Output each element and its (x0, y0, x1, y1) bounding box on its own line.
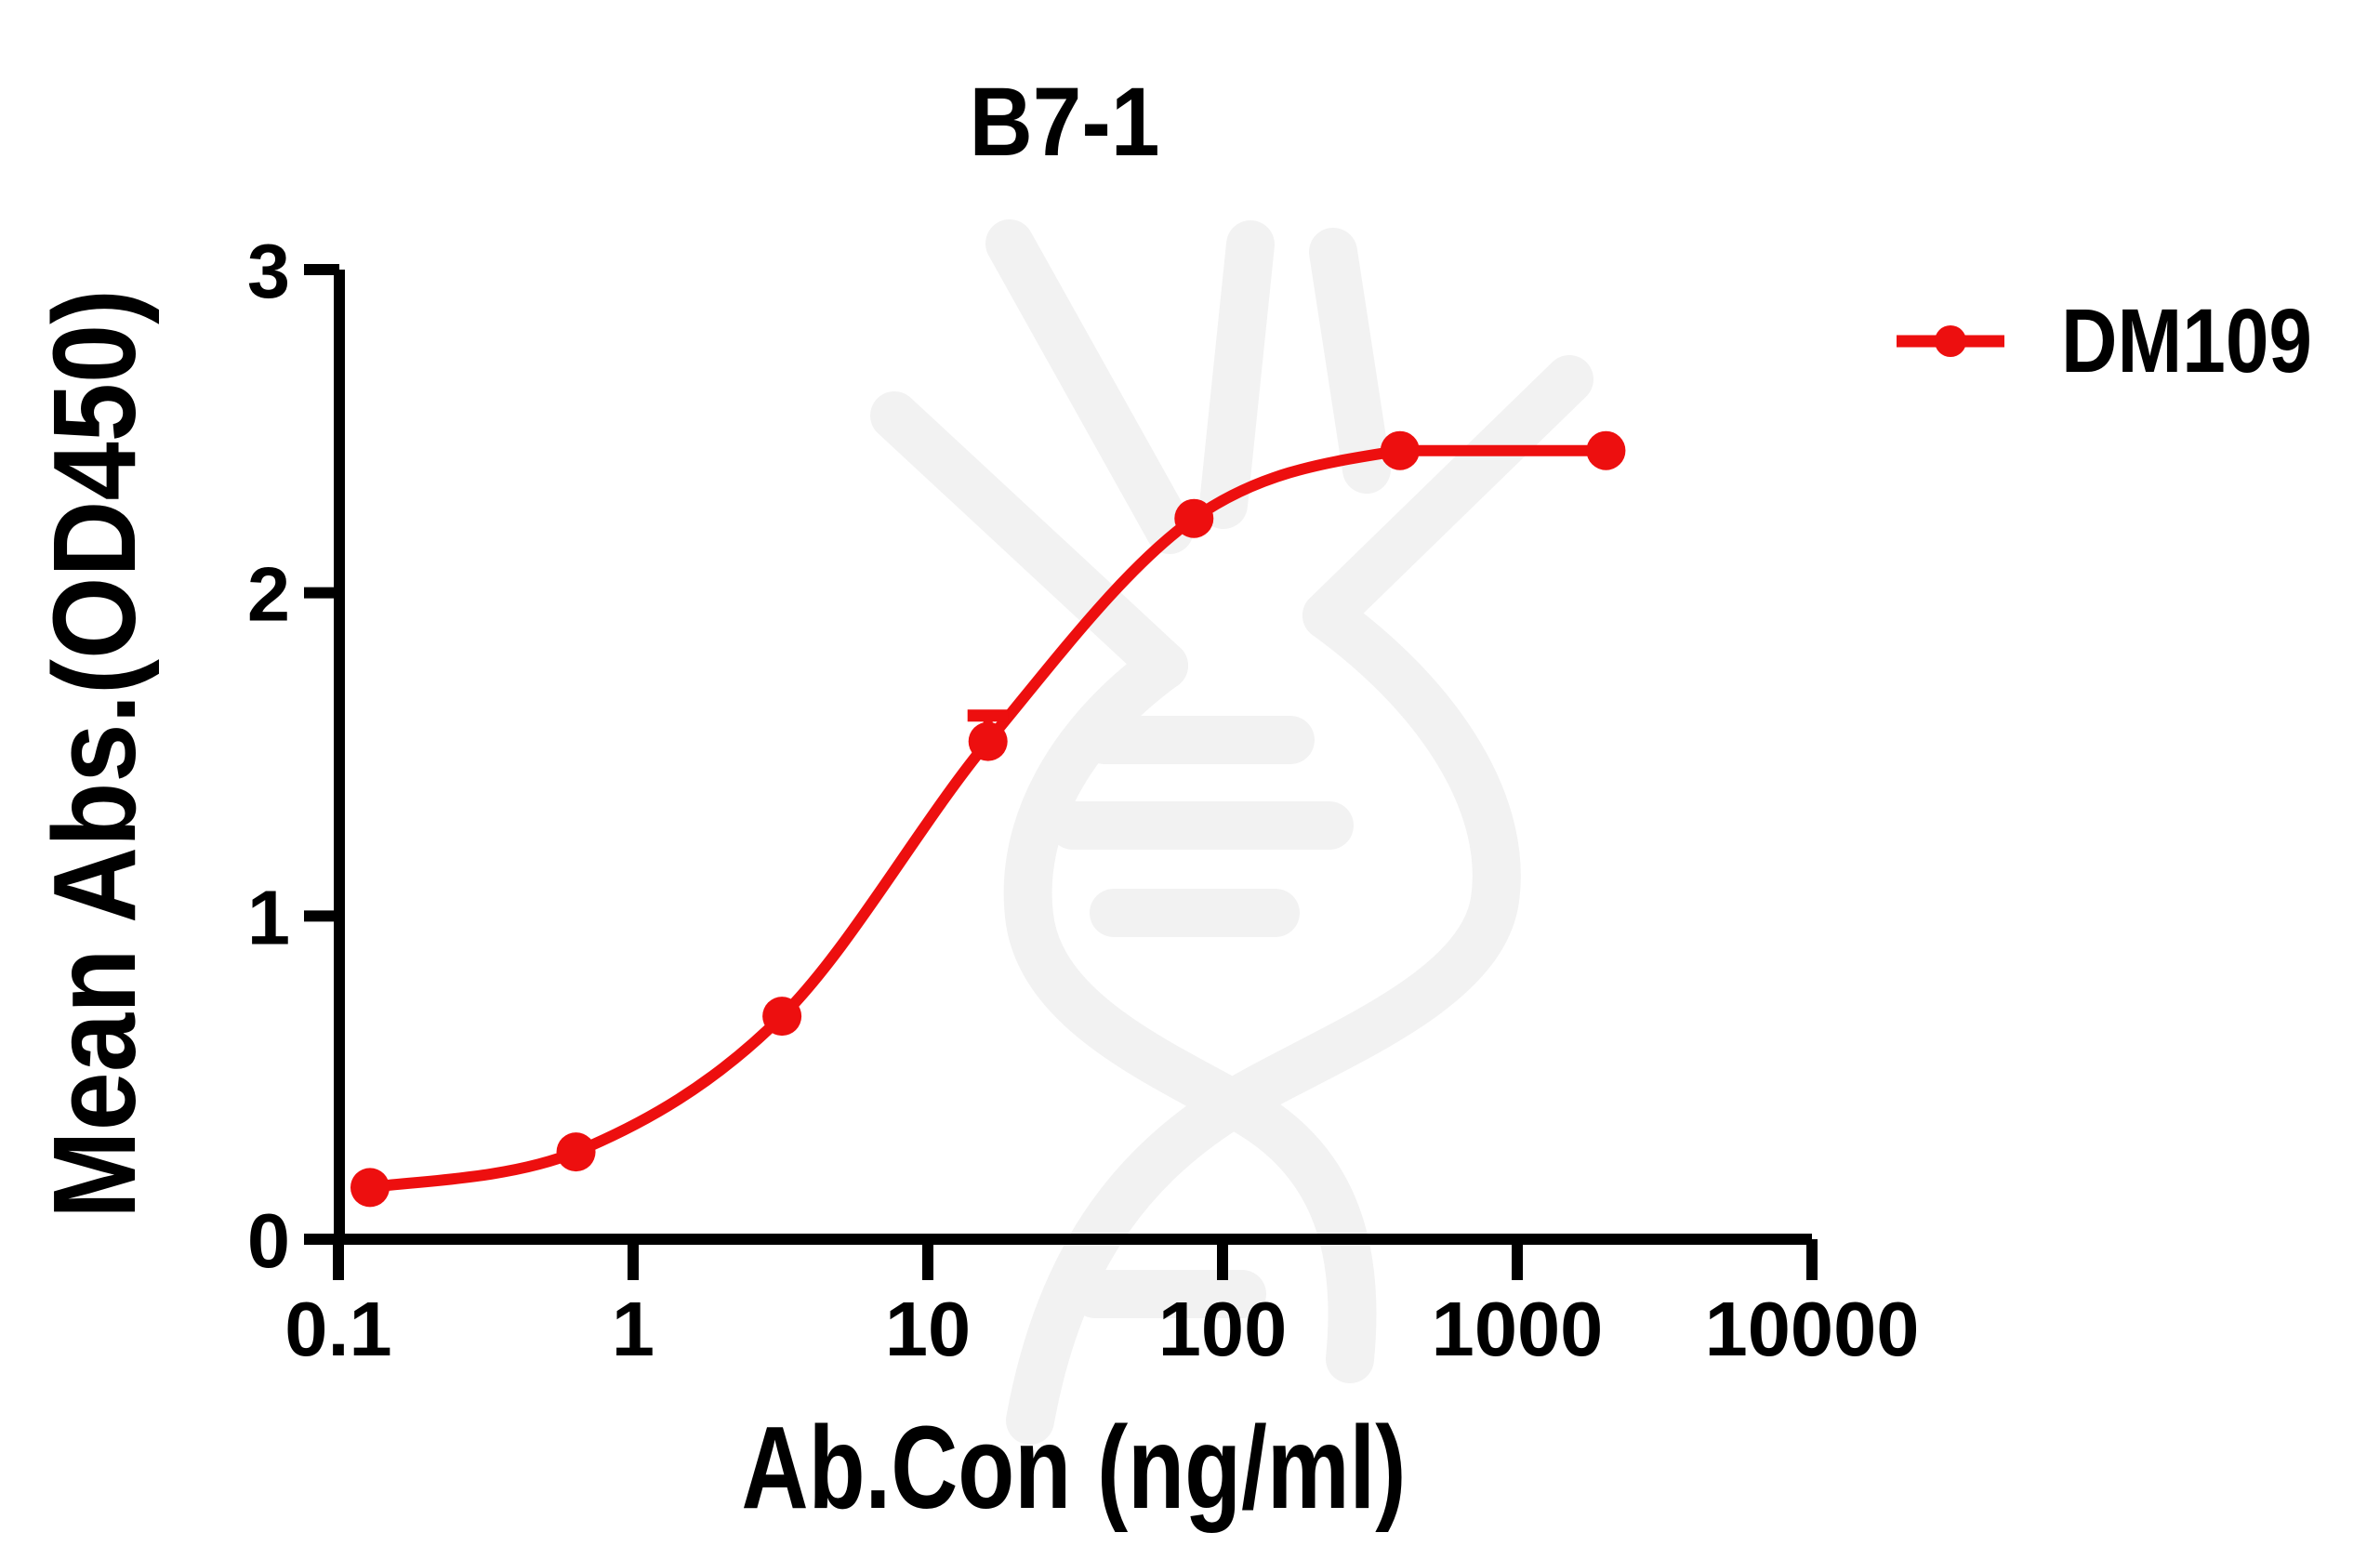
data-point (1174, 498, 1214, 538)
y-tick-label: 1 (247, 874, 290, 960)
y-tick-label: 2 (247, 551, 290, 638)
page-title: B7-1 (970, 68, 1160, 177)
x-tick-label: 100 (1158, 1286, 1287, 1372)
x-axis-title: Ab.Con (ng/ml) (742, 1402, 1407, 1533)
data-point (762, 997, 802, 1037)
data-point (350, 1168, 390, 1208)
data-point (556, 1132, 596, 1172)
data-point (1380, 430, 1420, 470)
legend: DM109 (1897, 290, 2312, 391)
dna-watermark-icon (870, 219, 1593, 1445)
x-tick-label: 10000 (1705, 1286, 1920, 1372)
y-tick-label: 0 (247, 1197, 290, 1284)
axes: 0 1 2 3 0.1 1 10 100 1000 10000 (247, 228, 1920, 1372)
data-series-layer (350, 430, 1626, 1208)
y-axis-title: Mean Abs.(OD450) (29, 289, 160, 1219)
data-point (968, 721, 1008, 761)
x-tick-label: 10 (885, 1286, 971, 1372)
x-tick-label: 1 (612, 1286, 654, 1372)
legend-label: DM109 (2061, 290, 2312, 391)
x-tick-label: 0.1 (284, 1286, 391, 1372)
x-tick-label: 1000 (1432, 1286, 1604, 1372)
data-point (1586, 430, 1626, 470)
y-tick-label: 3 (247, 228, 290, 314)
curve-DM109 (368, 444, 1606, 1194)
legend-marker-icon (1935, 325, 1966, 357)
